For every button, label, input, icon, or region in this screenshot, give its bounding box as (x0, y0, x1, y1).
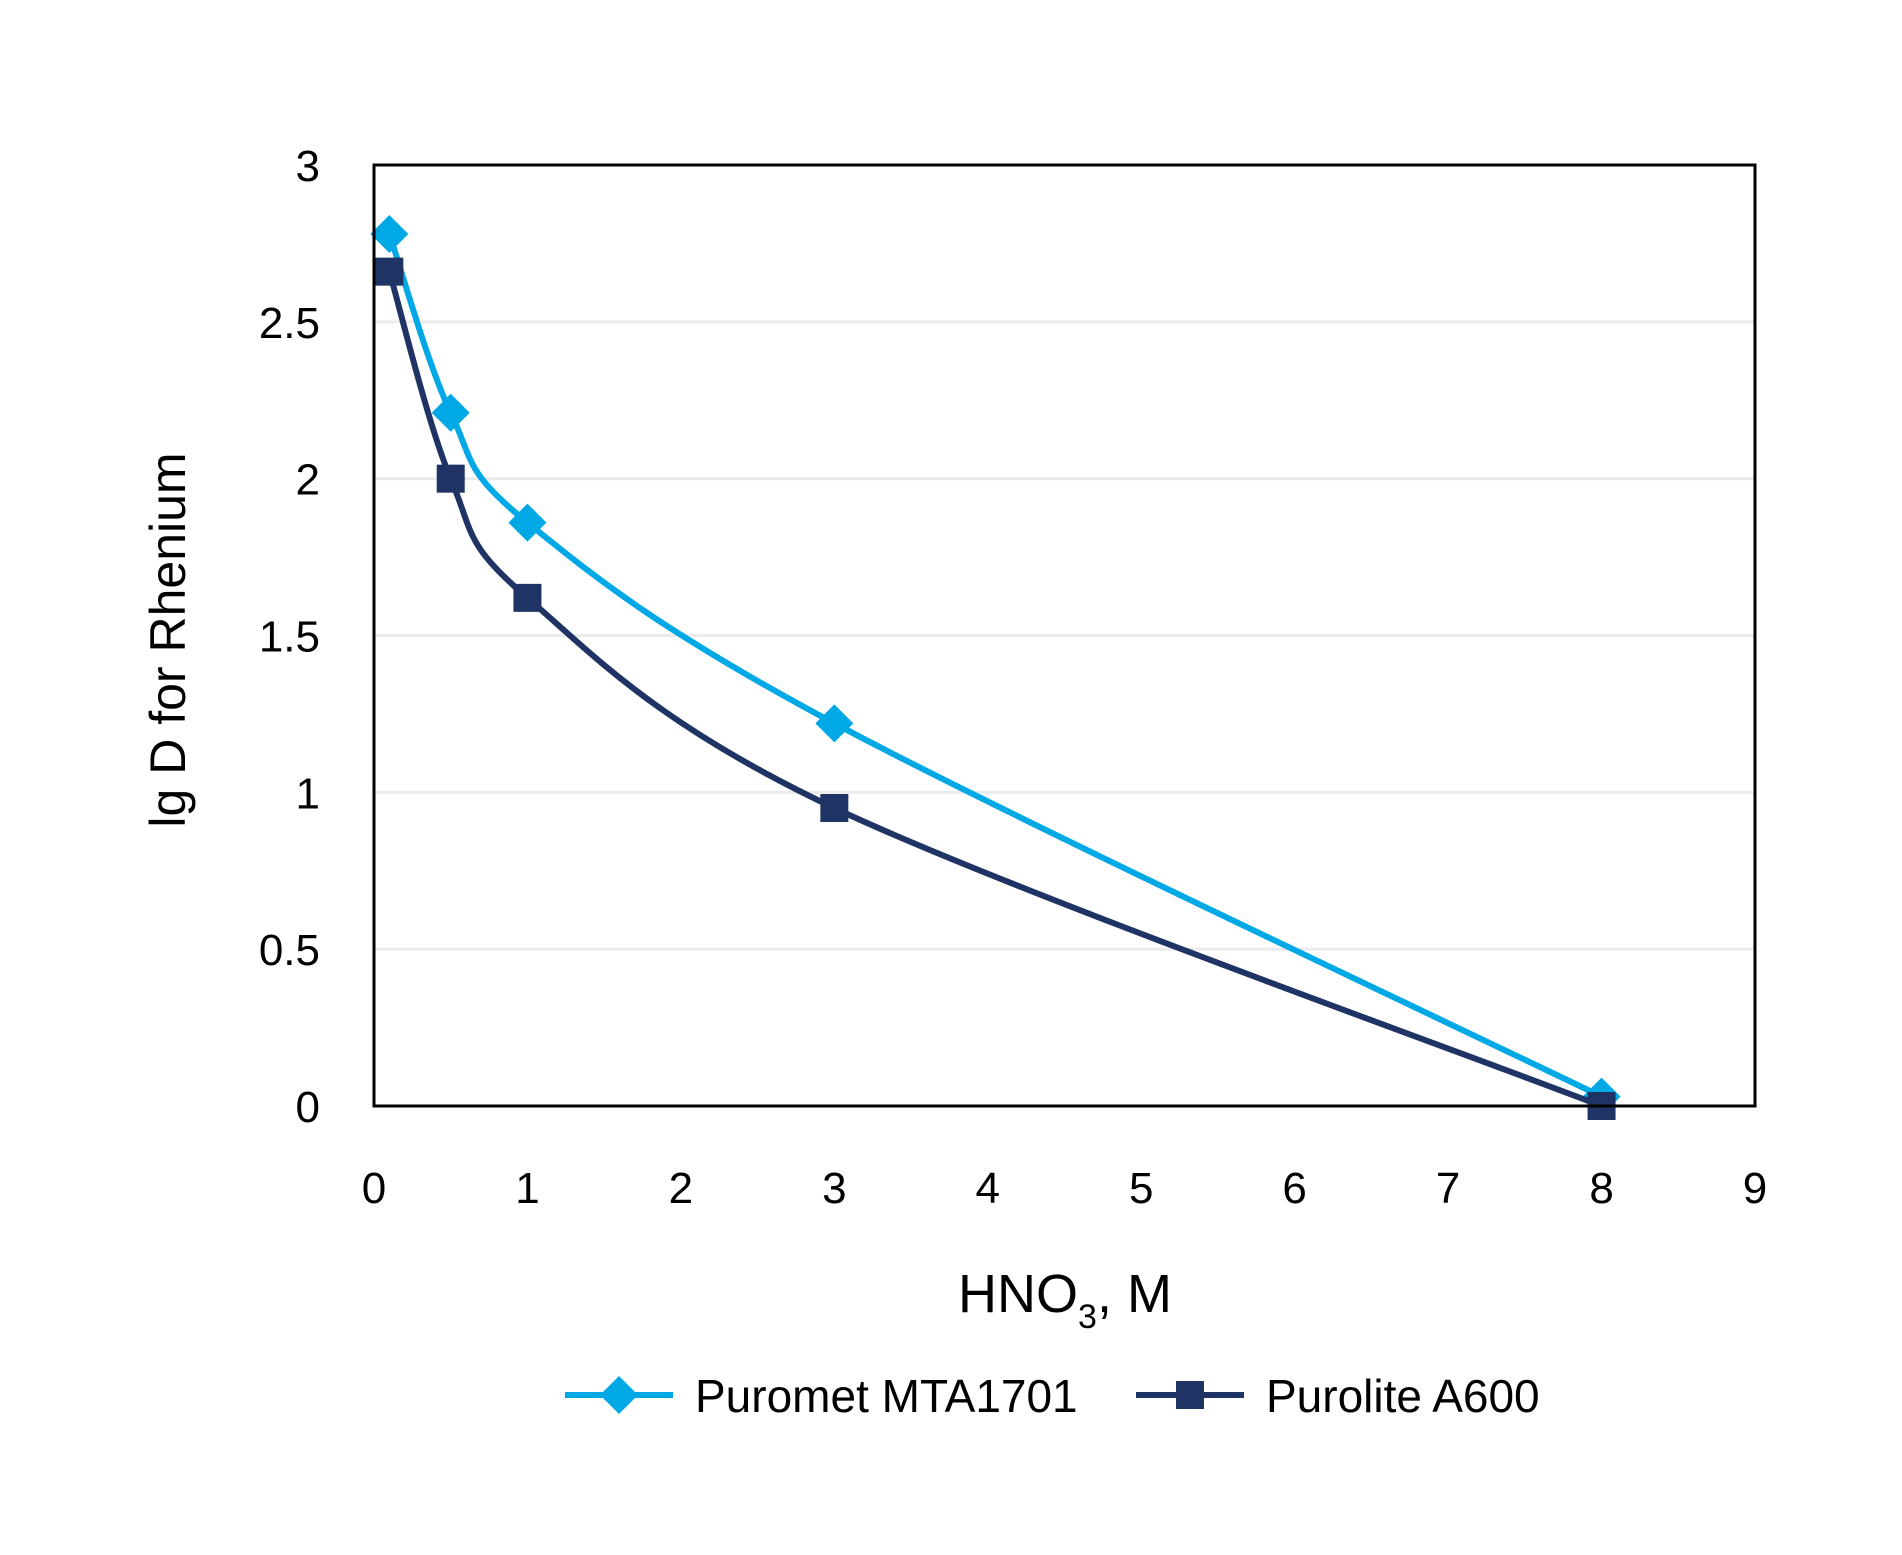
data-point-square (513, 583, 542, 612)
x-axis-label-suffix: , M (1097, 1264, 1172, 1324)
gridlines (374, 320, 1755, 951)
x-tick-label: 4 (976, 1164, 1000, 1213)
x-axis-label-main: HNO (958, 1264, 1078, 1324)
x-tick-label: 2 (669, 1164, 693, 1213)
y-tick-label: 1 (296, 769, 320, 818)
series-group (370, 215, 1621, 1120)
data-point-diamond (815, 704, 854, 743)
x-tick-label: 5 (1129, 1164, 1153, 1213)
data-point-diamond (370, 215, 409, 254)
legend-item: Purolite A600 (1136, 1370, 1540, 1422)
x-tick-label: 1 (515, 1164, 539, 1213)
x-tick-labels: 0 1 2 3 4 5 6 7 8 9 (362, 1164, 1767, 1213)
plot-frame (372, 163, 1757, 1108)
y-tick-label: 2 (296, 456, 320, 505)
series-line (386, 233, 1603, 1100)
legend-label: Puromet MTA1701 (695, 1370, 1078, 1422)
y-tick-label: 1.5 (259, 613, 320, 662)
x-tick-label: 3 (822, 1164, 846, 1213)
data-point-diamond (600, 1376, 638, 1414)
x-axis-label-subscript: 3 (1078, 1298, 1097, 1336)
y-tick-label: 2.5 (259, 299, 320, 348)
data-point-square (1176, 1381, 1204, 1409)
y-tick-label: 0 (296, 1083, 320, 1132)
x-tick-label: 6 (1282, 1164, 1306, 1213)
x-tick-label: 8 (1589, 1164, 1613, 1213)
data-point-diamond (431, 393, 470, 432)
y-tick-label: 0.5 (259, 926, 320, 975)
series-purolite-a600 (375, 257, 1616, 1120)
data-point-square (375, 257, 404, 286)
legend: Puromet MTA1701 Purolite A600 (565, 1370, 1540, 1422)
legend-label: Purolite A600 (1266, 1370, 1540, 1422)
x-tick-label: 7 (1436, 1164, 1460, 1213)
y-tick-labels: 0 0.5 1 1.5 2 2.5 3 (259, 142, 320, 1132)
y-tick-label: 3 (296, 142, 320, 191)
legend-item: Puromet MTA1701 (565, 1370, 1078, 1422)
x-tick-label: 9 (1743, 1164, 1767, 1213)
x-tick-label: 0 (362, 1164, 386, 1213)
data-point-square (820, 794, 849, 823)
series-line (386, 270, 1603, 1109)
data-point-diamond (508, 503, 547, 542)
data-point-square (436, 464, 465, 493)
series-puromet-mta1701 (370, 215, 1621, 1116)
x-axis-label: HNO3, M (958, 1264, 1172, 1336)
y-axis-label: lg D for Rhenium (140, 452, 196, 827)
